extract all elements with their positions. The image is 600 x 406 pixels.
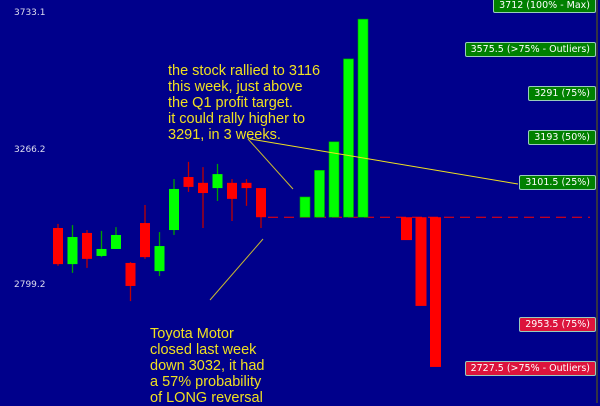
projection-bar-down [401, 217, 412, 241]
candle-body [96, 248, 107, 256]
projection-bar-up [357, 18, 369, 218]
candle-body [82, 232, 92, 259]
level-tag-75-up: 3291 (75%) [528, 86, 596, 101]
candle-body [256, 188, 266, 218]
y-tick-label: 3733.1 [14, 8, 46, 18]
candle-body [241, 182, 252, 189]
annotation-pointer [209, 238, 264, 301]
level-tag-max: 3712 (100% - Max) [493, 0, 596, 13]
annotation-top: the stock rallied to 3116 this week, jus… [168, 63, 321, 143]
candle-body [169, 188, 179, 231]
candle-body [198, 182, 208, 194]
projection-bar-up [299, 196, 311, 218]
y-tick-label: 2799.2 [14, 280, 46, 290]
projection-bar-down [430, 217, 441, 367]
candle-body [227, 182, 237, 199]
level-tag-75-down: 2953.5 (75%) [519, 317, 596, 332]
candle-body [53, 227, 63, 265]
annotation-pointer [247, 138, 294, 190]
candle-body [140, 223, 150, 258]
annotation-bottom: Toyota Motor closed last week down 3032,… [150, 326, 265, 406]
projection-bar-up [343, 58, 354, 218]
level-tag-outliers-up: 3575.5 (>75% - Outliers) [464, 42, 596, 57]
annotation-pointer [249, 138, 519, 185]
candle-body [125, 262, 136, 286]
candle-body [183, 177, 194, 187]
projection-bar-up [328, 141, 340, 218]
projection-bar-down [415, 217, 427, 306]
level-tag-50-up: 3193 (50%) [528, 130, 596, 145]
y-tick-label: 3266.2 [14, 145, 46, 155]
candle-body [111, 234, 121, 249]
candle-body [154, 246, 165, 272]
level-tag-outliers-down: 2727.5 (>75% - Outliers) [464, 361, 596, 376]
projection-bar-up [314, 170, 325, 218]
level-tag-25-up: 3101.5 (25%) [519, 175, 596, 190]
candle-body [212, 174, 223, 189]
candle-body [67, 237, 78, 265]
